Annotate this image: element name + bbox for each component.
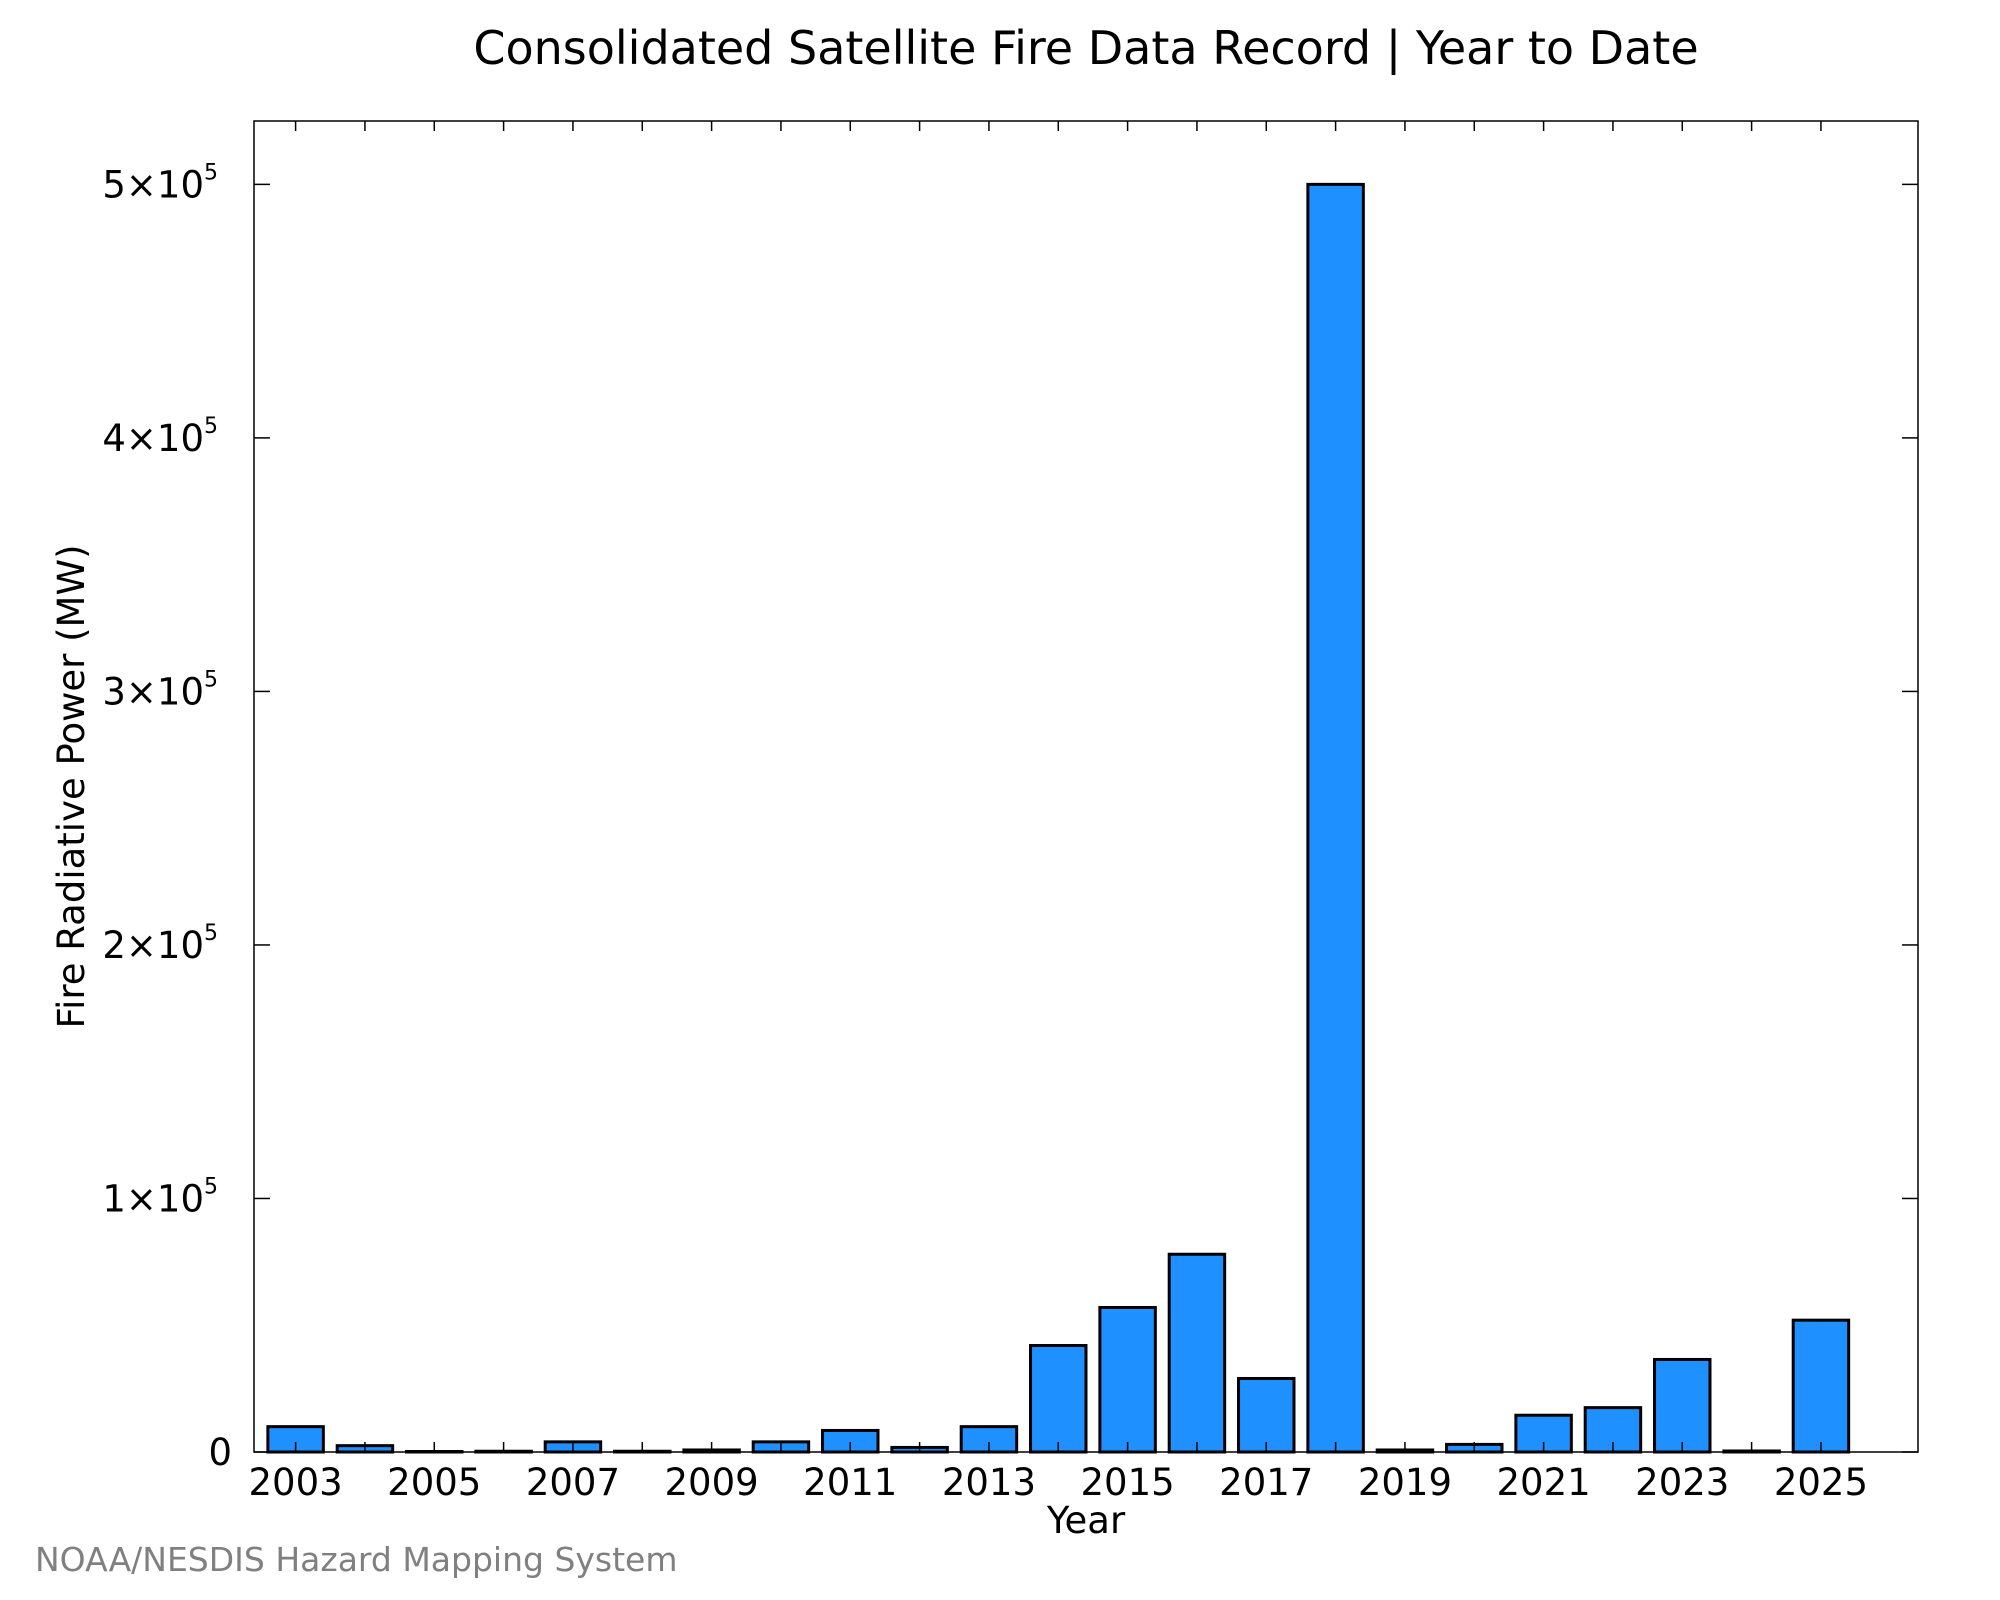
y-axis-label: Fire Radiative Power (MW) xyxy=(50,544,93,1028)
x-tick-label: 2021 xyxy=(1497,1461,1591,1504)
x-tick-label: 2013 xyxy=(942,1461,1036,1504)
plot-frame xyxy=(253,120,1919,1453)
bar-2014 xyxy=(1029,1344,1088,1454)
x-tick-label: 2015 xyxy=(1081,1461,1175,1504)
x-axis-ticks: 2003 2005 2007 2009 2011 2013 2015 2017 2019 2021… xyxy=(249,121,1868,1504)
x-tick-label: 2007 xyxy=(526,1461,620,1504)
source-credit: NOAA/NESDIS Hazard Mapping System xyxy=(35,1540,678,1579)
x-tick-label: 2003 xyxy=(249,1461,343,1504)
x-axis-label: Year xyxy=(1046,1499,1126,1542)
bar-2018 xyxy=(1306,182,1365,1454)
y-tick-label: 1×105 xyxy=(102,1174,218,1220)
bars-group xyxy=(266,182,1851,1454)
x-tick-label: 2025 xyxy=(1774,1461,1868,1504)
y-tick-label: 5×105 xyxy=(102,160,218,206)
x-tick-label: 2005 xyxy=(387,1461,481,1504)
x-tick-label: 2019 xyxy=(1358,1461,1452,1504)
x-tick-label: 2017 xyxy=(1219,1461,1313,1504)
bar-2025 xyxy=(1791,1318,1851,1454)
bar-2023 xyxy=(1653,1357,1712,1454)
bar-2016 xyxy=(1167,1252,1227,1454)
x-tick-label: 2011 xyxy=(803,1461,897,1504)
x-tick-label: 2023 xyxy=(1635,1461,1729,1504)
y-tick-label: 4×105 xyxy=(102,414,218,460)
y-tick-label: 0 xyxy=(208,1431,232,1474)
chart-title: Consolidated Satellite Fire Data Record … xyxy=(473,21,1698,76)
y-tick-label: 3×105 xyxy=(102,667,218,713)
y-tick-label: 2×105 xyxy=(102,921,218,967)
bar-2017 xyxy=(1237,1376,1296,1454)
y-axis-ticks: 0 1×105 2×105 3×105 4×105 5×105 xyxy=(102,160,1918,1474)
x-tick-label: 2009 xyxy=(665,1461,759,1504)
bar-2015 xyxy=(1098,1305,1157,1454)
